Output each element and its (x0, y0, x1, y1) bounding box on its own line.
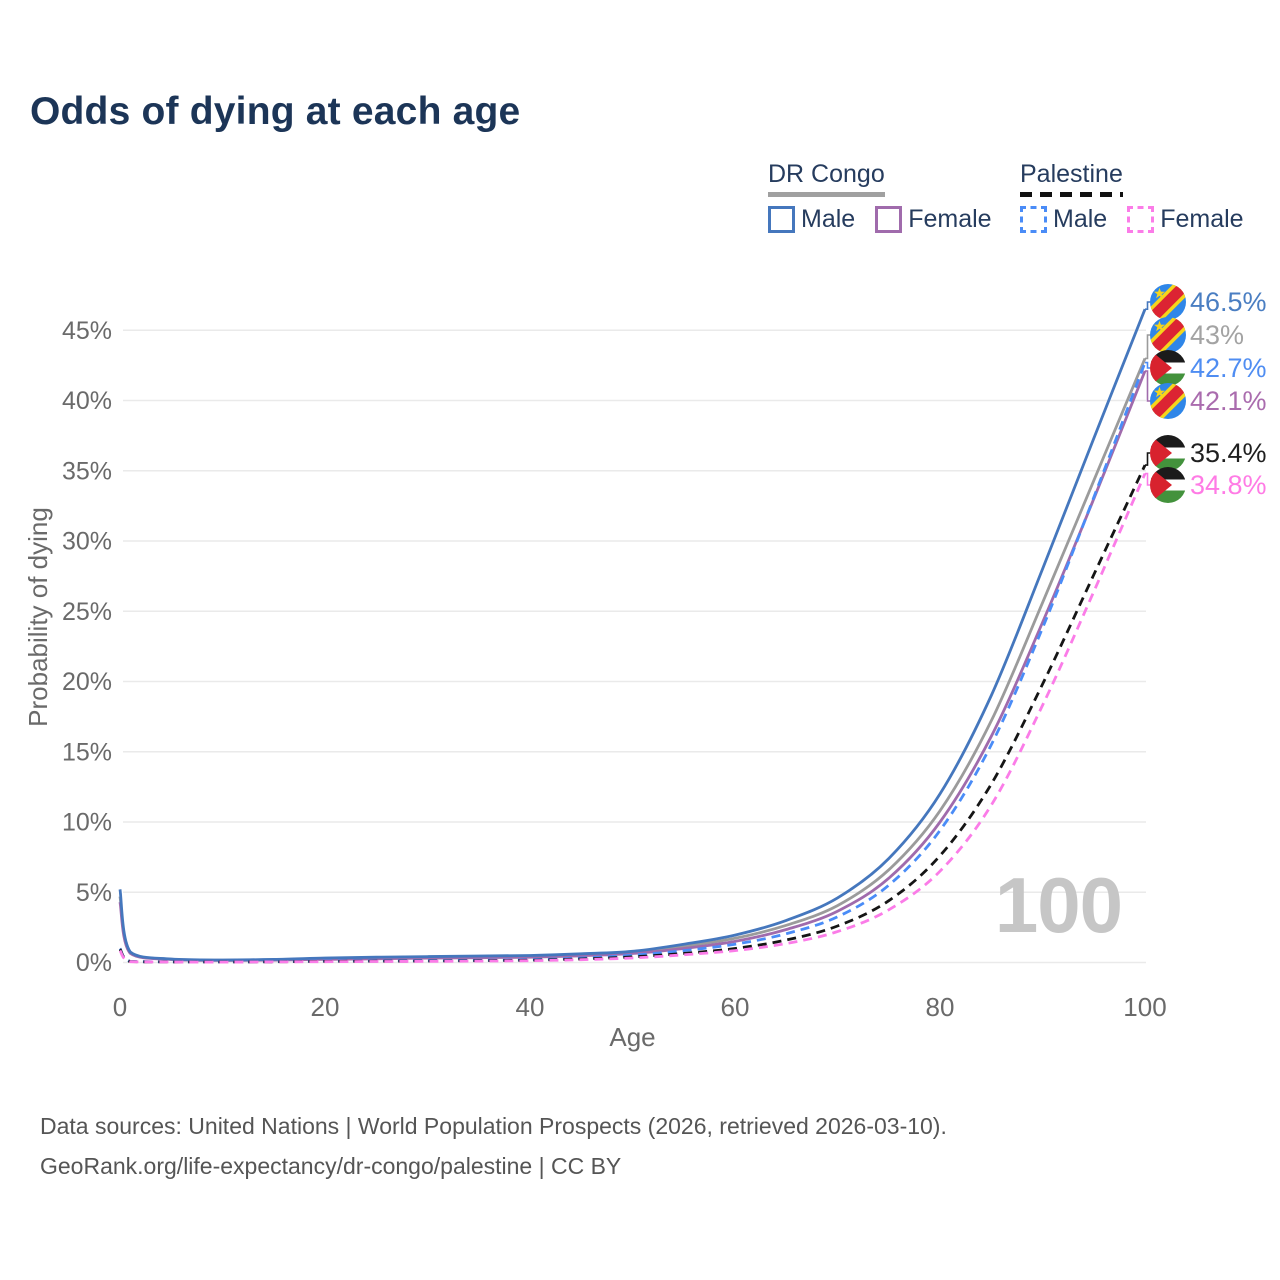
end-label-value-drc-male: 46.5% (1190, 287, 1267, 317)
end-label-value-drc-female: 42.1% (1190, 386, 1267, 416)
end-label-connector-drc-female (1145, 370, 1151, 402)
legend-item-drc-male[interactable]: Male (768, 205, 855, 234)
y-tick-label: 20% (62, 668, 112, 696)
y-tick-label: 45% (62, 317, 112, 345)
series-line-drc-male (118, 308, 1147, 962)
legend-swatch-drc-male-icon (768, 206, 795, 233)
legend-header-dr-congo: DR Congo (768, 160, 885, 197)
legend-underline-palestine (1020, 192, 1123, 197)
legend-country-label-palestine[interactable]: Palestine (1020, 160, 1123, 188)
y-tick-label: 40% (62, 387, 112, 415)
end-label-connector-drc-male (1145, 301, 1151, 310)
end-label-value-drc-both: 43% (1190, 320, 1244, 350)
legend-item-label: Female (1160, 205, 1244, 233)
legend-item-drc-female[interactable]: Female (875, 205, 992, 234)
y-tick-label: 15% (62, 738, 112, 766)
palestine-flag-icon (1150, 467, 1186, 503)
dr-congo-flag-icon (1150, 383, 1186, 419)
age-counter: 100 (994, 861, 1123, 949)
legend-underline-dr-congo (768, 192, 885, 197)
x-tick-label: 60 (721, 992, 750, 1022)
legend-group-dr-congo: DR Congo Male Female (768, 160, 992, 234)
y-tick-label: 30% (62, 528, 112, 556)
x-tick-label: 20 (311, 992, 340, 1022)
end-label-connector-palestine-both (1145, 452, 1151, 466)
end-label-value-palestine-female: 34.8% (1190, 470, 1267, 500)
footer-url: GeoRank.org/life-expectancy/dr-congo/pal… (40, 1153, 622, 1179)
legend-item-label: Male (801, 205, 856, 233)
page-title: Odds of dying at each age (30, 90, 521, 133)
legend-items-palestine: Male Female (1020, 205, 1244, 234)
legend-group-palestine: Palestine Male Female (1020, 160, 1244, 234)
x-tick-label: 0 (113, 992, 127, 1022)
legend-header-palestine: Palestine (1020, 160, 1123, 197)
legend-country-label-dr-congo[interactable]: DR Congo (768, 160, 885, 188)
dr-congo-flag-icon (1150, 284, 1186, 320)
footer: Data sources: United Nations | World Pop… (40, 1106, 947, 1186)
y-tick-label: 10% (62, 809, 112, 837)
legend-item-palestine-female[interactable]: Female (1127, 205, 1244, 234)
legend-swatch-drc-female-icon (875, 206, 903, 233)
x-tick-label: 40 (516, 992, 545, 1022)
x-axis-title: Age (609, 1022, 655, 1052)
dr-congo-flag-icon (1150, 317, 1186, 353)
end-label-connector-drc-both (1145, 334, 1151, 360)
y-tick-label: 35% (62, 457, 112, 485)
legend-item-label: Male (1053, 205, 1108, 233)
legend-swatch-palestine-female-icon (1127, 206, 1155, 233)
footer-data-sources: Data sources: United Nations | World Pop… (40, 1113, 947, 1139)
y-axis-title: Probability of dying (23, 507, 53, 727)
end-label-connector-palestine-male (1145, 361, 1151, 369)
x-tick-label: 100 (1123, 992, 1166, 1022)
x-tick-label: 80 (926, 992, 955, 1022)
legend-item-label: Female (908, 205, 992, 233)
legend-item-palestine-male[interactable]: Male (1020, 205, 1107, 234)
legend-items-dr-congo: Male Female (768, 205, 992, 234)
palestine-flag-icon (1150, 435, 1186, 471)
legend-swatch-palestine-male-icon (1020, 206, 1047, 233)
palestine-flag-icon (1150, 350, 1186, 386)
y-tick-label: 5% (76, 879, 112, 907)
end-label-value-palestine-both: 35.4% (1190, 438, 1267, 468)
y-tick-label: 0% (76, 949, 112, 977)
y-tick-label: 25% (62, 598, 112, 626)
end-label-value-palestine-male: 42.7% (1190, 353, 1267, 383)
end-label-connector-palestine-female (1145, 472, 1151, 486)
